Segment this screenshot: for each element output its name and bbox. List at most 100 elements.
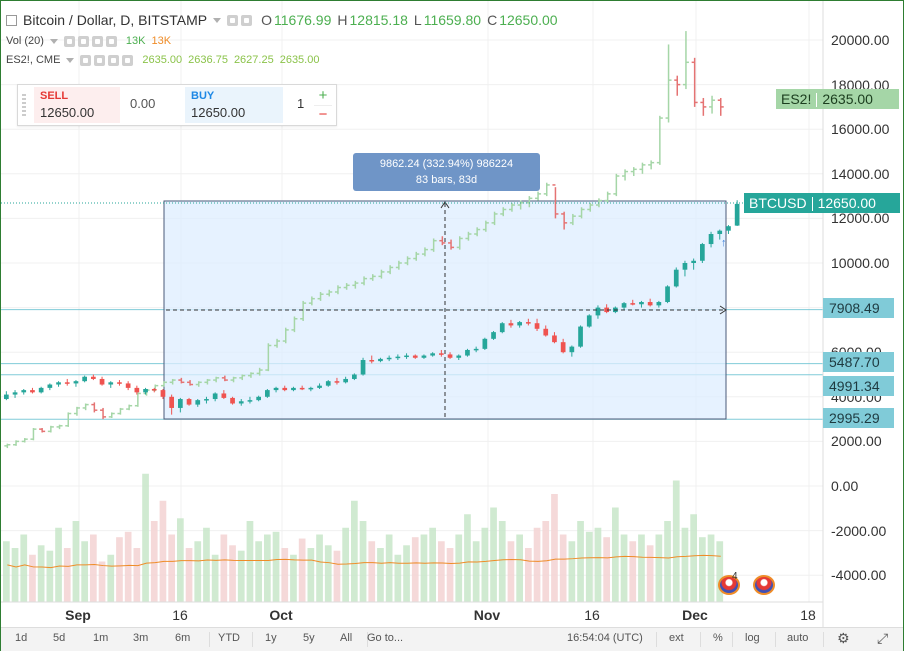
range-button[interactable]: 1y xyxy=(265,632,277,644)
es2-bar xyxy=(709,95,716,114)
add-icon[interactable] xyxy=(108,54,120,66)
percent-scale-toggle[interactable]: % xyxy=(713,632,723,644)
volume-bar xyxy=(481,527,489,602)
es2-bar xyxy=(474,227,481,237)
arrow-up-icon: ↑ xyxy=(721,237,727,249)
volume-bar xyxy=(307,548,315,602)
level-label-4: 2995.29 xyxy=(823,408,894,428)
es2-bar xyxy=(195,381,202,387)
btc-candle xyxy=(273,386,279,393)
es2-bar xyxy=(308,296,315,306)
quantity-field[interactable]: 1 xyxy=(297,96,305,111)
volume-bar xyxy=(255,541,262,602)
eye-icon[interactable] xyxy=(63,35,75,47)
es2-bar xyxy=(108,412,115,418)
buy-button[interactable]: BUY 12650.00 xyxy=(185,87,283,123)
btc-candle xyxy=(604,304,609,314)
auto-scale-toggle[interactable]: auto xyxy=(787,632,809,644)
volume-bar xyxy=(385,534,393,602)
btc-candle xyxy=(352,373,357,381)
btc-candle xyxy=(552,332,557,344)
es2-bar xyxy=(343,283,350,290)
expand-icon[interactable]: ⤢ xyxy=(877,630,889,646)
low-value: 11659.80 xyxy=(423,12,482,28)
settings-icon[interactable] xyxy=(77,35,89,47)
eye-icon[interactable] xyxy=(227,14,239,26)
es2-bar xyxy=(247,372,254,378)
volume-bar xyxy=(81,541,88,602)
btc-candle xyxy=(56,381,61,387)
btc-candle xyxy=(265,388,270,398)
es2-label: ES2!, CME xyxy=(6,54,61,66)
symbol-legend[interactable]: Bitcoin / Dollar, D, BITSTAMP O 11676.99 … xyxy=(6,11,558,29)
price-tick-label: 14000.00 xyxy=(831,165,890,182)
volume-bar xyxy=(211,554,219,602)
range-button[interactable]: All xyxy=(340,632,353,644)
es2-bar xyxy=(413,251,420,261)
price-tick-label: 16000.00 xyxy=(831,121,890,138)
btc-candle xyxy=(4,391,9,401)
decrease-quantity-button[interactable]: − xyxy=(314,105,332,123)
range-button[interactable]: 6m xyxy=(175,632,191,644)
volume-bar xyxy=(629,541,637,602)
btc-candle xyxy=(473,346,479,353)
es2-bar xyxy=(395,260,402,270)
range-button[interactable]: YTD xyxy=(218,632,240,644)
volume-bar xyxy=(37,545,45,602)
es2-bar xyxy=(543,182,550,197)
volume-bar xyxy=(142,473,149,602)
eye-icon[interactable] xyxy=(80,54,92,66)
drag-handle[interactable] xyxy=(22,94,26,116)
volume-bar xyxy=(316,534,323,602)
volume-bar xyxy=(264,534,271,602)
range-button[interactable]: 5y xyxy=(303,632,315,644)
es2-bar xyxy=(126,404,133,411)
chevron-down-icon[interactable] xyxy=(213,17,222,23)
add-icon[interactable] xyxy=(91,35,103,47)
increase-quantity-button[interactable]: + xyxy=(318,87,328,104)
volume-bar xyxy=(177,518,184,602)
btc-candle xyxy=(682,260,688,277)
range-button[interactable]: 1d xyxy=(15,632,28,644)
chevron-down-icon[interactable] xyxy=(49,38,58,44)
clock-time[interactable]: 16:54:04 (UTC) xyxy=(567,632,643,644)
price-chart[interactable]: ↑ xyxy=(1,1,903,627)
volume-bar xyxy=(681,527,689,602)
btc-candle xyxy=(491,331,496,340)
close-icon[interactable] xyxy=(122,54,134,66)
es2-bar xyxy=(604,191,611,203)
btc-candle xyxy=(91,374,96,381)
volume-bar xyxy=(507,541,515,602)
economic-event-flag[interactable] xyxy=(753,575,775,595)
economic-event-flag[interactable] xyxy=(718,575,740,595)
settings-icon[interactable] xyxy=(94,54,106,66)
es2-bar xyxy=(230,376,237,383)
volume-layer xyxy=(3,473,724,602)
es2-legend[interactable]: ES2!, CME 2635.00 2636.75 2627.25 2635.0… xyxy=(6,51,319,69)
settings-icon[interactable] xyxy=(241,14,253,26)
volume-bar xyxy=(107,554,115,602)
chevron-down-icon[interactable] xyxy=(66,57,75,63)
btc-candle xyxy=(560,338,566,354)
range-button[interactable]: 3m xyxy=(133,632,149,644)
volume-bar xyxy=(551,494,558,602)
collapse-icon[interactable] xyxy=(6,14,17,26)
volume-label: Vol (20) xyxy=(6,35,44,47)
range-button[interactable]: 1m xyxy=(93,632,109,644)
btc-candle xyxy=(578,325,583,348)
go-to-date-button[interactable]: Go to... xyxy=(367,632,404,644)
btc-candle xyxy=(726,225,731,235)
btc-candle xyxy=(238,399,244,406)
volume-bar xyxy=(246,521,254,602)
es2-bar xyxy=(13,440,20,446)
range-button[interactable]: 5d xyxy=(53,632,66,644)
volume-legend[interactable]: Vol (20) 13K 13K xyxy=(6,32,171,50)
log-scale-toggle[interactable]: log xyxy=(745,632,760,644)
extended-hours-toggle[interactable]: ext xyxy=(669,632,684,644)
sell-button[interactable]: SELL 12650.00 xyxy=(34,87,120,123)
close-icon[interactable] xyxy=(105,35,117,47)
gear-icon[interactable]: ⚙ xyxy=(837,630,850,646)
es2-bar xyxy=(100,407,107,420)
btc-candle xyxy=(212,392,218,402)
volume-bar xyxy=(159,500,167,602)
